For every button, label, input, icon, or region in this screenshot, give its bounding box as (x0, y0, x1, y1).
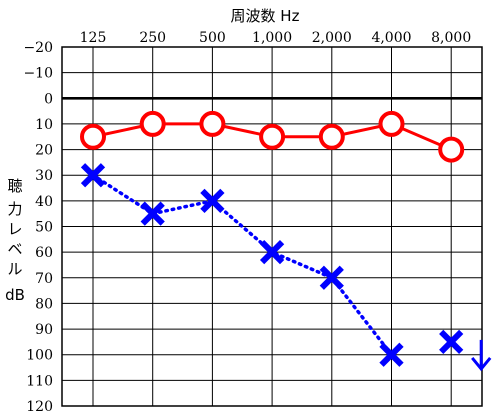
y-tick-label: 0 (44, 91, 53, 107)
cross-stroke (319, 265, 344, 290)
y-tick-label: 20 (35, 143, 53, 159)
y-tick-label: 110 (26, 373, 53, 389)
y-tick-label: 60 (35, 245, 53, 261)
y-tick-label: 120 (26, 399, 53, 415)
y-tick-label: 90 (35, 322, 53, 338)
cross-stroke (259, 240, 285, 265)
data-point-cross (259, 240, 285, 265)
data-point-circle (259, 123, 286, 150)
data-point-cross (379, 342, 404, 367)
series-line (91, 173, 394, 357)
data-point-circle (378, 110, 405, 137)
data-point-cross (200, 188, 225, 213)
series-2 (80, 163, 464, 367)
cross-stroke (140, 201, 165, 226)
data-point-cross (80, 163, 106, 188)
y-axis-title-char: ル (7, 260, 22, 278)
y-tick-label: 40 (35, 194, 53, 210)
cross-stroke (439, 329, 464, 355)
x-tick-labels: 125 250 500 1,000 2,000 4,000 8,000 (80, 30, 472, 46)
data-point-circle (199, 110, 226, 137)
y-tick-label: 100 (26, 348, 53, 364)
x-tick-label: 2,000 (312, 30, 352, 46)
x-tick-label: 4,000 (371, 30, 411, 46)
y-axis-title-char: レ (7, 220, 22, 238)
y-tick-label: 10 (35, 117, 53, 133)
series-1 (80, 110, 465, 163)
data-point-cross (319, 265, 344, 290)
data-point-cross (439, 329, 464, 355)
x-tick-label: 8,000 (431, 30, 471, 46)
data-point-circle (139, 110, 166, 137)
cross-stroke (200, 188, 225, 213)
series-layer (80, 110, 492, 372)
data-point-circle (438, 136, 465, 163)
arrow-head (471, 356, 492, 372)
y-axis-title-char: 力 (7, 200, 22, 218)
y-tick-label: 50 (35, 220, 53, 236)
x-tick-label: 1,000 (252, 30, 292, 46)
y-axis-title-char: ベ (7, 240, 22, 258)
down-arrow-icon (471, 339, 492, 372)
y-tick-label: −10 (23, 66, 53, 82)
cross-stroke (379, 342, 404, 367)
y-tick-label: −20 (23, 40, 53, 56)
data-point-circle (318, 123, 345, 150)
x-tick-label: 250 (139, 30, 166, 46)
x-tick-label: 125 (80, 30, 107, 46)
y-axis-title-char: 聴 (7, 177, 22, 195)
y-axis-title-char: dB (5, 286, 25, 304)
y-tick-label: 80 (35, 296, 53, 312)
x-axis-title: 周波数 Hz (231, 7, 300, 25)
y-tick-label: 70 (35, 271, 53, 287)
data-point-circle (80, 123, 106, 150)
y-tick-labels: −20 −10 0 10 20 30 40 50 60 70 80 90 100 110 120 (23, 40, 53, 415)
y-tick-label: 30 (35, 168, 53, 184)
x-tick-label: 500 (199, 30, 226, 46)
data-point-cross (140, 201, 165, 226)
cross-stroke (80, 163, 106, 188)
grid (61, 46, 483, 407)
